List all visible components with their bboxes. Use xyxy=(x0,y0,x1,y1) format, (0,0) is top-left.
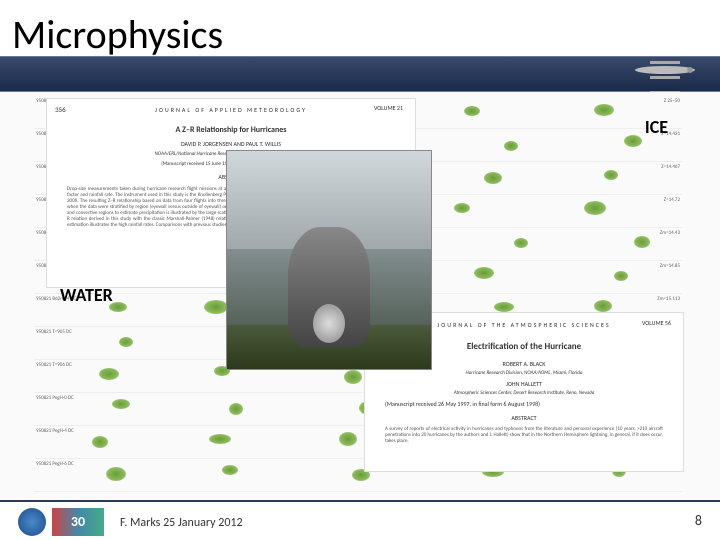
radar-echo xyxy=(604,170,618,180)
radar-echo xyxy=(504,141,518,151)
header-band xyxy=(0,56,720,92)
radar-echo xyxy=(594,104,614,116)
row-label-right: Z=14.467 xyxy=(661,164,680,170)
slide-footer: 30 F. Marks 25 January 2012 8 xyxy=(0,500,720,540)
radar-echo xyxy=(209,434,231,444)
paper-title: A Z–R Relationship for Hurricanes xyxy=(67,125,395,135)
row-label-right: Zm=15.113 xyxy=(657,296,680,302)
radar-echo xyxy=(204,300,228,314)
radar-echo xyxy=(624,135,642,147)
volume: VOLUME 21 xyxy=(374,105,403,113)
radar-echo xyxy=(614,271,628,281)
aircraft-icon xyxy=(630,59,700,81)
slide-content: 950821 T=499 DCZ 25–50950821 T=525 DCZ=1… xyxy=(0,92,720,500)
radar-echo xyxy=(514,238,528,248)
affiliation: Atmospheric Sciences Center, Desert Rese… xyxy=(385,390,663,396)
radar-echo xyxy=(484,172,502,184)
radar-echo xyxy=(474,267,494,279)
aircraft-belly-photo xyxy=(226,150,432,370)
radar-echo xyxy=(119,337,133,347)
radar-echo xyxy=(494,302,514,312)
row-label-right: Z 25–50 xyxy=(664,98,680,104)
abstract-text: A survey of reports of electrical activi… xyxy=(385,426,663,444)
affiliation: Hurricane Research Division, NOAA/AOML, … xyxy=(385,370,663,376)
authors: DAVID P. JORGENSEN AND PAUL T. WILLIS xyxy=(67,141,395,149)
row-label-right: Zm=14.85 xyxy=(660,263,680,269)
radar-echo xyxy=(634,236,650,248)
row-label-right: Zm=14.43 xyxy=(660,230,680,236)
author: JOHN HALLETT xyxy=(385,380,663,388)
journal-name: JOURNAL OF APPLIED METEOROLOGY xyxy=(67,107,395,115)
radar-echo xyxy=(92,436,108,448)
received-date: (Manuscript received 26 May 1997, in fin… xyxy=(385,400,663,408)
radar-echo xyxy=(464,106,480,116)
abstract-heading: ABSTRACT xyxy=(385,414,663,422)
volume: VOLUME 56 xyxy=(642,319,671,327)
slide-title: Microphysics xyxy=(12,10,223,59)
radar-echo xyxy=(339,432,357,446)
row-label-right: Z=14.72 xyxy=(664,197,680,203)
row-label-left: 950821 PegH-6 DC xyxy=(36,461,74,467)
row-label-left: 950821 T=906 DC xyxy=(36,362,72,368)
radar-echo xyxy=(229,403,243,415)
radar-echo xyxy=(454,203,470,213)
water-label: WATER xyxy=(60,284,113,306)
radar-echo xyxy=(106,467,126,481)
radar-echo xyxy=(584,201,606,215)
footer-text: F. Marks 25 January 2012 xyxy=(120,516,243,530)
row-label-left: 950821 PegH-4 DC xyxy=(36,428,74,434)
radar-echo xyxy=(99,368,119,380)
radar-echo xyxy=(344,370,362,384)
row-label-left: 950821 PegH-0 DC xyxy=(36,395,74,401)
ice-label: ICE xyxy=(645,116,668,138)
page-number: 356 xyxy=(55,105,66,114)
radar-echo xyxy=(594,300,612,312)
noaa-logo-icon xyxy=(18,508,46,536)
radar-echo xyxy=(222,465,238,475)
radar-echo xyxy=(112,399,130,409)
anniversary-logo-icon: 30 xyxy=(52,508,104,536)
row-label-left: 950821 T=905 DC xyxy=(36,329,72,335)
slide-page-number: 8 xyxy=(695,512,702,529)
